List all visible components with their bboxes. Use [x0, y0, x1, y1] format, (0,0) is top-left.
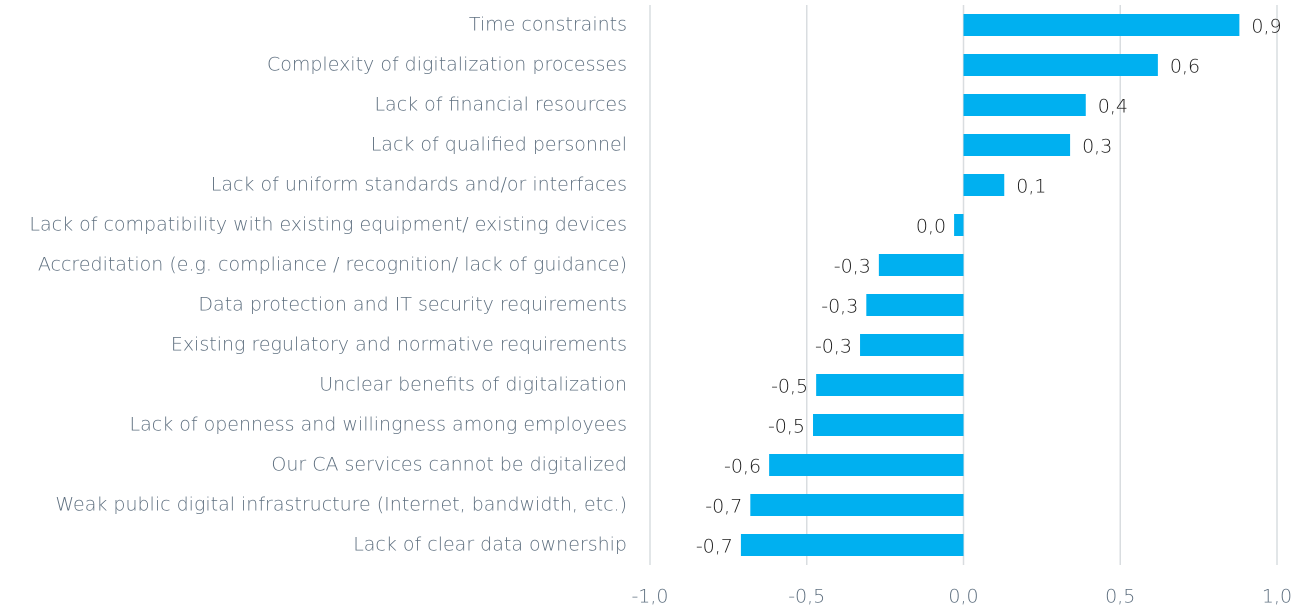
bar	[750, 494, 964, 516]
data-label: -0,5	[771, 376, 808, 398]
bar	[816, 374, 964, 396]
data-label: -0,7	[705, 496, 742, 518]
data-label: 0,1	[1016, 176, 1046, 198]
data-label: -0,3	[821, 296, 858, 318]
bar	[769, 454, 964, 476]
x-tick-label: -1,0	[631, 586, 668, 607]
bar	[878, 254, 964, 276]
data-label: -0,7	[696, 536, 733, 558]
y-tick-label: Lack of qualified personnel	[371, 134, 627, 156]
y-tick-label: Data protection and IT security requirem…	[198, 294, 627, 316]
data-label: 0,3	[1082, 136, 1112, 158]
y-tick-label: Time constraints	[469, 14, 627, 36]
bar	[963, 174, 1005, 196]
bar	[963, 54, 1158, 76]
y-tick-label: Lack of clear data ownership	[353, 534, 627, 556]
bar	[963, 94, 1086, 116]
y-tick-label: Complexity of digitalization processes	[267, 54, 627, 76]
y-tick-label: Accreditation (e.g. compliance / recogni…	[38, 254, 627, 276]
y-tick-label: Existing regulatory and normative requir…	[171, 334, 627, 356]
bar	[963, 134, 1071, 156]
data-label: -0,3	[834, 256, 871, 278]
y-tick-label: Weak public digital infrastructure (Inte…	[55, 494, 627, 516]
data-label: -0,6	[724, 456, 761, 478]
bar	[860, 334, 964, 356]
y-tick-label: Our CA services cannot be digitalized	[271, 454, 627, 476]
data-label: 0,4	[1098, 96, 1128, 118]
y-tick-label: Lack of financial resources	[374, 94, 627, 116]
y-tick-label: Lack of openness and willingness among e…	[130, 414, 627, 436]
data-label: 0,6	[1170, 56, 1200, 78]
x-tick-label: -0,5	[788, 586, 825, 607]
bar	[963, 14, 1240, 36]
bar	[866, 294, 964, 316]
data-label: -0,5	[768, 416, 805, 438]
bar	[813, 414, 964, 436]
x-tick-label: 0,0	[948, 586, 978, 607]
y-tick-label: Unclear benefits of digitalization	[319, 374, 627, 396]
data-label: -0,3	[815, 336, 852, 358]
y-tick-label: Lack of compatibility with existing equi…	[29, 214, 627, 236]
bar	[740, 534, 964, 556]
data-label: 0,9	[1251, 16, 1281, 38]
y-tick-label: Lack of uniform standards and/or interfa…	[211, 174, 627, 196]
x-tick-label: 0,5	[1105, 586, 1135, 607]
data-label: 0,0	[916, 216, 946, 238]
x-tick-label: 1,0	[1262, 586, 1291, 607]
bar	[954, 214, 964, 236]
